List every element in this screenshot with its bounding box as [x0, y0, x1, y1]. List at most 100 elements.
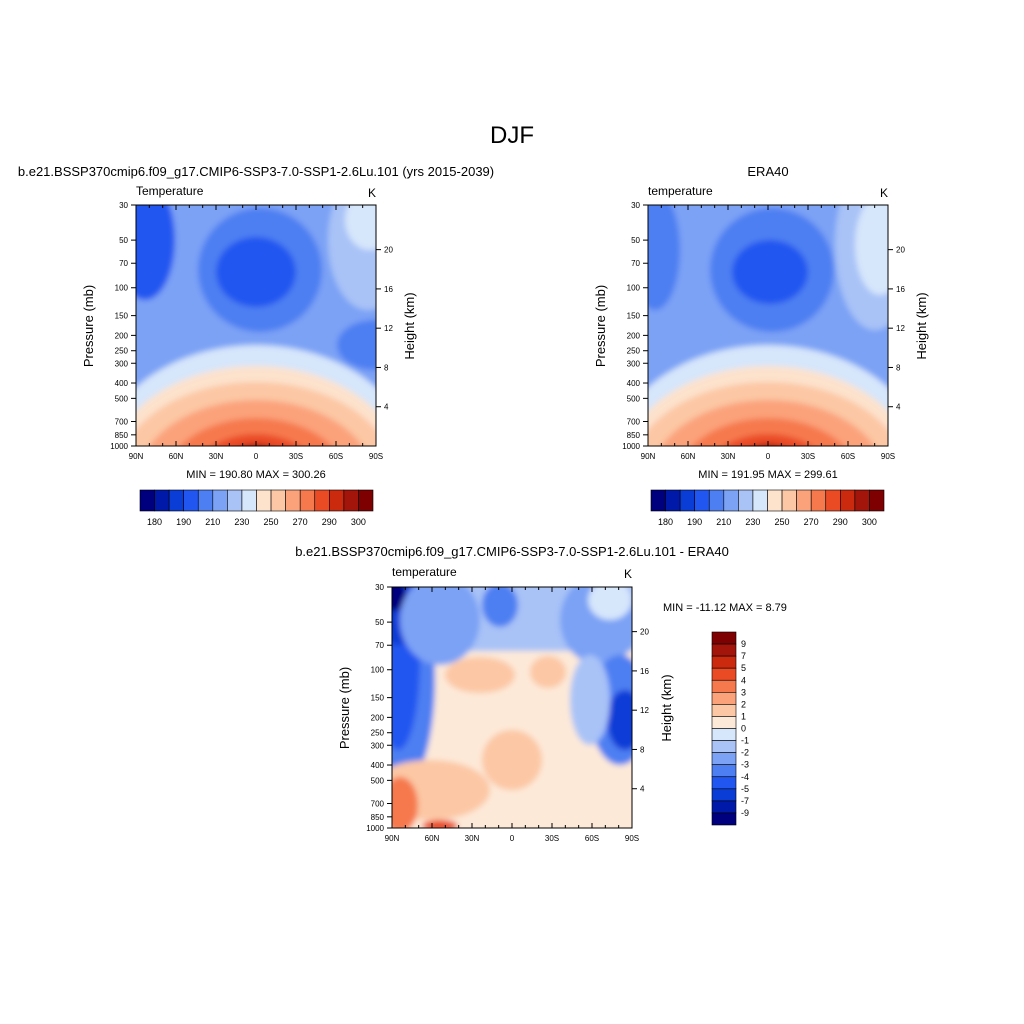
y-right-tick-label: 20: [896, 246, 905, 255]
colorbar-box: [738, 489, 754, 512]
colorbar-box: [711, 704, 737, 717]
x-tick-label: 30S: [545, 834, 559, 843]
colorbar-box: [241, 489, 257, 512]
y-tick-label: 200: [115, 331, 129, 340]
colorbar-box: [711, 667, 737, 681]
y-tick-label: 50: [631, 236, 640, 245]
y-tick-label: 300: [371, 741, 385, 750]
band-right-top: [345, 205, 376, 250]
colorbar-label: 0: [741, 724, 746, 734]
colorbar-label: -4: [741, 772, 749, 782]
colorbar-label: 4: [741, 675, 746, 685]
colorbar-box: [694, 489, 710, 512]
colorbar-box: [168, 489, 184, 512]
colorbar-box: [679, 489, 695, 512]
figure-title: DJF: [490, 122, 534, 149]
x-tick-label: 90N: [385, 834, 400, 843]
colorbar-box: [665, 489, 681, 512]
colorbar-label: 180: [147, 517, 162, 527]
y-tick-label: 850: [115, 431, 129, 440]
colorbar-label: 250: [264, 517, 279, 527]
colorbar-label: 7: [741, 651, 746, 661]
colorbar-label: -1: [741, 736, 749, 746]
panel-unit-label: K: [368, 186, 376, 200]
y-tick-label: 70: [631, 259, 640, 268]
y-tick-label: 500: [115, 394, 129, 403]
colorbar-box: [154, 489, 170, 512]
band-upper-mid-2: [482, 587, 518, 627]
y-tick-label: 250: [627, 347, 641, 356]
colorbar-label: -7: [741, 796, 749, 806]
y-tick-label: 400: [627, 379, 641, 388]
colorbar-label: 270: [293, 517, 308, 527]
colorbar-box: [854, 489, 870, 512]
x-tick-label: 60N: [425, 834, 440, 843]
y-tick-label: 500: [627, 394, 641, 403]
y-tick-label: 200: [627, 331, 641, 340]
axes: 90N 60N 30N 0 30S 60S 90S 30 50 70 100 150 200 250 300…: [622, 201, 905, 461]
band-trop-5: [692, 418, 844, 446]
x-tick-label: 60S: [329, 452, 343, 461]
colorbar-box: [708, 489, 725, 512]
axis-ylabel: Pressure (mb): [81, 285, 96, 367]
colorbar-label: 1: [741, 711, 746, 721]
colorbar-box: [139, 489, 155, 512]
band-right-cool-2: [607, 690, 632, 750]
colorbar-label: -9: [741, 808, 749, 818]
y-right-tick-label: 20: [640, 628, 649, 637]
y-tick-label: 30: [375, 583, 384, 592]
colorbar-label: 210: [716, 517, 731, 527]
band-low-warm: [392, 760, 490, 820]
x-tick-label: 30N: [209, 452, 224, 461]
y-tick-label: 30: [119, 201, 128, 210]
y-tick-label: 1000: [110, 442, 128, 451]
colorbar-box: [711, 679, 737, 693]
y-tick-label: 850: [371, 813, 385, 822]
colorbar-label: -3: [741, 760, 749, 770]
colorbar: 180 190 210 230 250 270 290 300: [650, 489, 885, 527]
panel-era40: ERA40 temperature K Pressure (mb): [593, 164, 929, 527]
band-mid-warm: [482, 730, 542, 790]
colorbar-box: [711, 692, 737, 705]
panel-stats: MIN = 190.80 MAX = 300.26: [186, 469, 325, 481]
colorbar-label: 300: [862, 517, 877, 527]
y-right-tick-label: 16: [896, 285, 905, 294]
x-tick-label: 0: [254, 452, 259, 461]
panel-title: ERA40: [747, 164, 788, 179]
colorbar-box: [711, 631, 737, 645]
colorbar-box: [650, 489, 666, 512]
x-tick-label: 90S: [625, 834, 639, 843]
band-upper-warm: [445, 657, 515, 693]
y-tick-label: 700: [115, 417, 129, 426]
colorbar-box: [711, 643, 737, 657]
x-tick-label: 60N: [169, 452, 184, 461]
y-right-tick-label: 4: [896, 403, 901, 412]
y-right-tick-label: 4: [384, 403, 389, 412]
colorbar-box: [358, 489, 374, 512]
colorbar-label: 300: [351, 517, 366, 527]
y-tick-label: 150: [371, 694, 385, 703]
y-tick-label: 150: [115, 312, 129, 321]
x-tick-label: 60N: [681, 452, 696, 461]
axis-ylabel: Pressure (mb): [337, 667, 352, 749]
colorbar-box: [781, 489, 797, 512]
y-tick-label: 700: [627, 417, 641, 426]
y-right-tick-label: 20: [384, 246, 393, 255]
y-tick-label: 250: [371, 729, 385, 738]
axes: 90N 60N 30N 0 30S 60S 90S 30 50 70 100 150 200 250 300…: [110, 201, 393, 461]
y-tick-label: 100: [115, 284, 129, 293]
colorbar-label: 290: [833, 517, 848, 527]
band-upper-warm-2: [530, 656, 566, 688]
band-mid-pale-blue: [570, 655, 610, 745]
colorbar-box: [767, 489, 783, 512]
x-tick-label: 60S: [585, 834, 599, 843]
axis-ylabel-right: Height (km): [659, 674, 674, 741]
colorbar-box: [711, 740, 737, 753]
colorbar-label: -2: [741, 748, 749, 758]
colorbar-box: [825, 489, 841, 512]
y-tick-label: 500: [371, 776, 385, 785]
colorbar-box: [796, 489, 812, 512]
axes: 90N 60N 30N 0 30S 60S 90S 30 50 70 100 150 200 250 300…: [366, 583, 649, 843]
panel-title: b.e21.BSSP370cmip6.f09_g17.CMIP6-SSP3-7.…: [295, 544, 729, 559]
